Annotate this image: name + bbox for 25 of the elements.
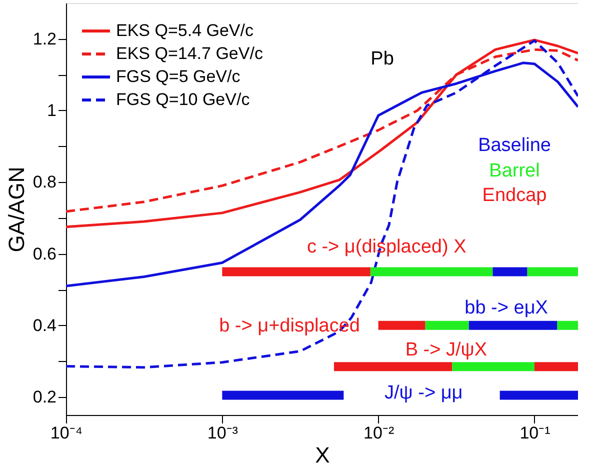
x-tick-label: 10⁻² <box>364 424 394 442</box>
annotation: Endcap <box>482 185 547 206</box>
y-tick-label: 0.2 <box>32 388 56 407</box>
annotation: Baseline <box>478 135 551 156</box>
y-axis-title: GA/AGN <box>4 166 29 252</box>
x-tick-label: 10⁻⁴ <box>50 424 83 442</box>
annotation: Pb <box>370 48 394 70</box>
x-tick-label: 10⁻³ <box>207 424 238 442</box>
annotation: bb -> eμX <box>464 298 548 319</box>
legend-label: EKS Q=5.4 GeV/c <box>116 21 254 40</box>
annotation: b -> μ+displaced <box>219 315 360 336</box>
annotation: c -> μ(displaced) X <box>306 236 467 258</box>
annotation: Barrel <box>489 160 540 182</box>
annotation: J/ψ -> μμ <box>384 382 463 404</box>
y-tick-label: 1 <box>47 100 56 120</box>
y-tick-label: 0.4 <box>32 316 56 335</box>
annotation: B -> J/ψX <box>405 339 488 360</box>
y-tick-label: 1.2 <box>32 29 56 48</box>
legend-label: EKS Q=14.7 GeV/c <box>116 44 264 63</box>
x-tick-label: 10⁻¹ <box>520 424 551 442</box>
legend-label: FGS Q=5 GeV/c <box>116 67 241 86</box>
legend-label: FGS Q=10 GeV/c <box>116 90 250 109</box>
y-tick-label: 0.6 <box>32 244 56 264</box>
y-tick-label: 0.8 <box>32 172 56 192</box>
x-axis-title: X <box>315 442 330 468</box>
